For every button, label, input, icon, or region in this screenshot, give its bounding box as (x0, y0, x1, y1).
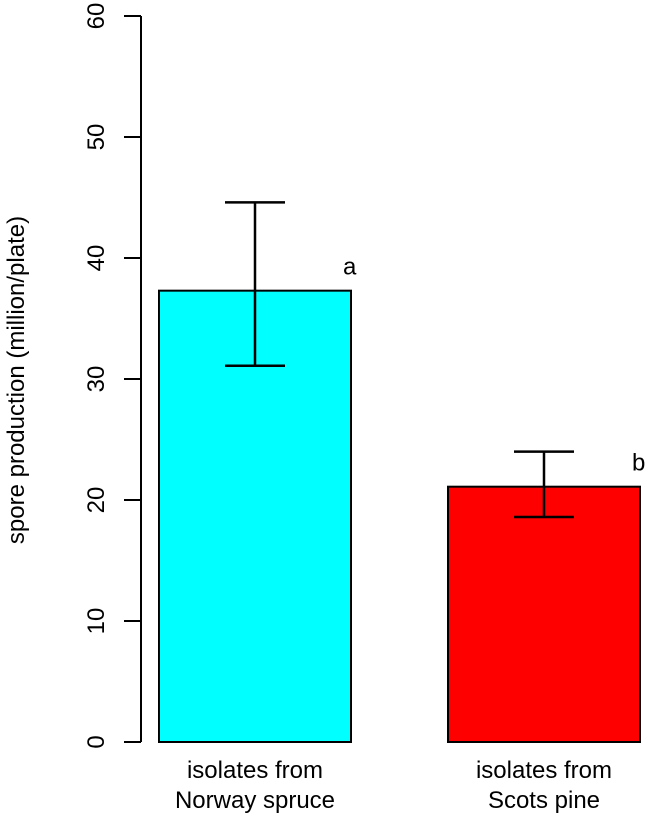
y-tick-label: 10 (83, 608, 110, 635)
y-tick-label: 30 (83, 366, 110, 393)
y-axis-title: spore production (million/plate) (3, 216, 30, 544)
bars (158, 289, 641, 743)
error-bars (225, 201, 574, 519)
y-axis: 0 10 20 30 40 50 60 (83, 3, 142, 749)
significance-label: b (632, 450, 645, 477)
y-tick-label: 50 (83, 124, 110, 151)
category-labels: isolates from Norway spruce isolates from S… (175, 757, 612, 814)
y-tick-label: 60 (83, 3, 110, 30)
category-label: Scots pine (488, 787, 600, 814)
significance-label: a (343, 254, 357, 281)
category-label: isolates from (476, 757, 612, 784)
error-bar (225, 201, 285, 367)
y-tick-label: 0 (83, 735, 110, 748)
significance-labels: ab (343, 254, 645, 477)
category-label: isolates from (187, 757, 323, 784)
error-bar (514, 450, 574, 519)
y-tick-label: 40 (83, 245, 110, 272)
bar (447, 485, 641, 743)
y-tick-label: 20 (83, 487, 110, 514)
category-label: Norway spruce (175, 787, 335, 814)
